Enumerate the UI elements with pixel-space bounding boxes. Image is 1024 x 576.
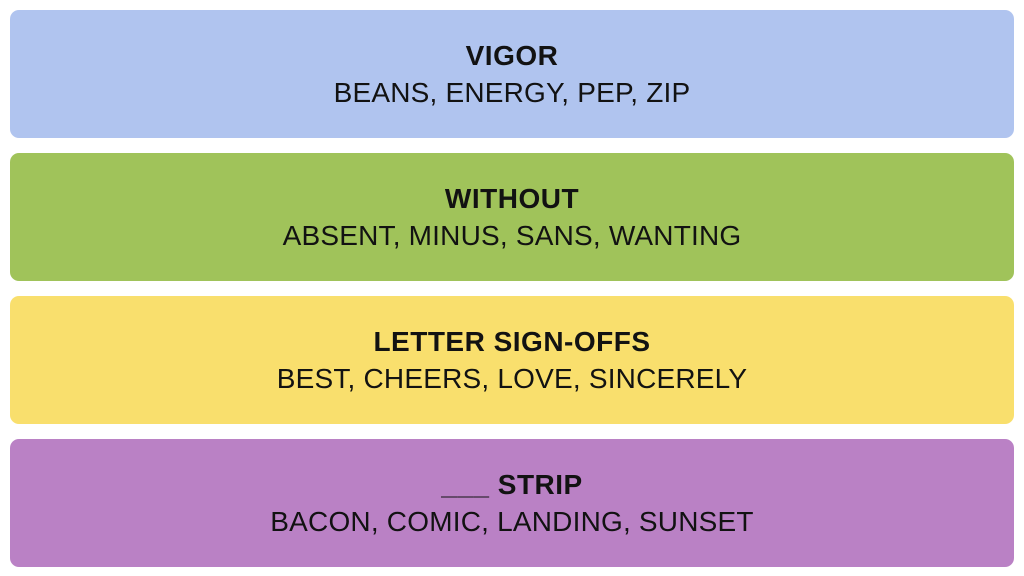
solved-group-strip: ___ STRIP BACON, COMIC, LANDING, SUNSET	[10, 439, 1014, 567]
group-title: VIGOR	[465, 39, 559, 71]
group-title: ___ STRIP	[441, 468, 583, 500]
solved-group-vigor: VIGOR BEANS, ENERGY, PEP, ZIP	[10, 10, 1014, 138]
group-words: BEST, CHEERS, LOVE, SINCERELY	[276, 362, 748, 394]
group-title: LETTER SIGN-OFFS	[373, 325, 651, 357]
solved-group-letter-sign-offs: LETTER SIGN-OFFS BEST, CHEERS, LOVE, SIN…	[10, 296, 1014, 424]
group-words: ABSENT, MINUS, SANS, WANTING	[282, 219, 742, 251]
group-words: BACON, COMIC, LANDING, SUNSET	[270, 505, 754, 537]
solved-group-without: WITHOUT ABSENT, MINUS, SANS, WANTING	[10, 153, 1014, 281]
group-words: BEANS, ENERGY, PEP, ZIP	[333, 76, 691, 108]
group-title: WITHOUT	[444, 182, 580, 214]
